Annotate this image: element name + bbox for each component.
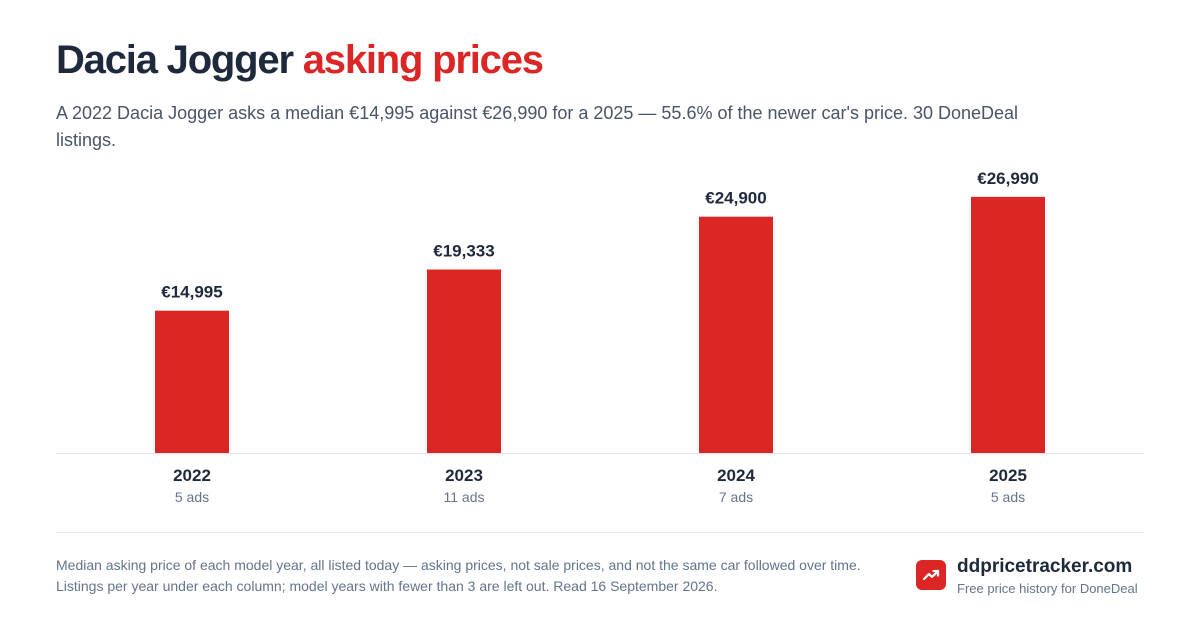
footer-divider: [56, 532, 1144, 533]
bar-2023: [427, 269, 501, 453]
trend-up-icon: [916, 560, 946, 590]
category-label: 2022: [173, 466, 211, 485]
title-accent: asking prices: [302, 38, 544, 82]
category-label: 2023: [445, 466, 483, 485]
bar-2024: [699, 216, 773, 453]
chart-subtitle: A 2022 Dacia Jogger asks a median €14,99…: [56, 103, 1019, 150]
title-main: Dacia Jogger: [56, 38, 294, 82]
value-label: €24,900: [705, 189, 766, 208]
brand-tagline: Free price history for DoneDeal: [957, 581, 1138, 596]
bar-2022: [155, 310, 229, 453]
bar-chart: €14,995 2022 5 ads €19,333 2023 11 ads €24,900…: [56, 169, 1144, 505]
value-label: €26,990: [977, 169, 1038, 188]
brand[interactable]: ddpricetracker.com Free price history fo…: [916, 556, 1144, 600]
category-label: 2024: [717, 466, 755, 485]
ad-count-label: 7 ads: [719, 489, 753, 505]
value-label: €14,995: [161, 283, 222, 302]
brand-name[interactable]: ddpricetracker.com: [957, 556, 1133, 577]
ad-count-label: 5 ads: [175, 489, 209, 505]
value-label: €19,333: [433, 242, 494, 261]
chart-title: Dacia Jogger asking prices: [56, 38, 544, 83]
ad-count-label: 11 ads: [444, 489, 485, 505]
ad-count-label: 5 ads: [991, 489, 1025, 505]
footnote: Median asking price of each model year, …: [56, 557, 861, 594]
category-label: 2025: [989, 466, 1027, 485]
bar-2025: [971, 196, 1045, 453]
